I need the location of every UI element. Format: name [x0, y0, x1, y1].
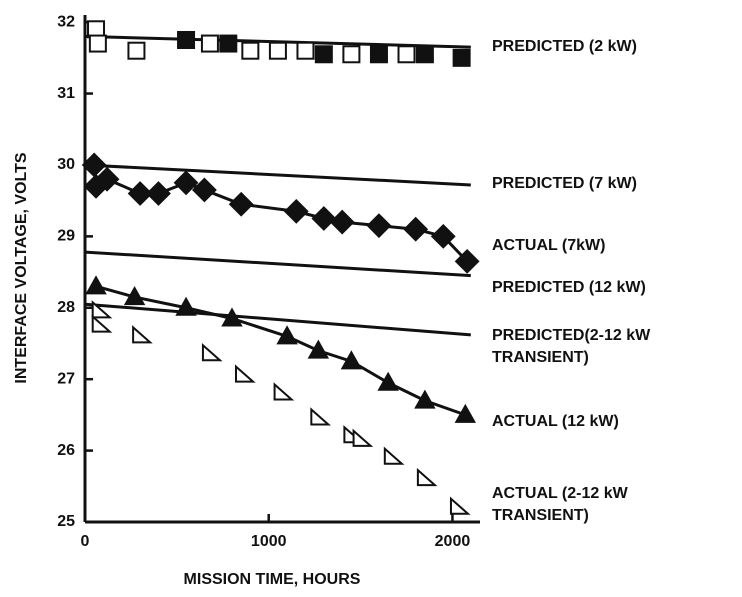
triangle-marker: [416, 467, 438, 487]
triangle-marker: [175, 296, 197, 316]
triangle-marker: [454, 403, 477, 423]
square-marker: [415, 45, 434, 64]
x-tick-label: 0: [81, 533, 90, 550]
series-label-text: PREDICTED(2-12 kW TRANSIENT): [492, 327, 651, 366]
series-label-text: PREDICTED (12 kW): [492, 279, 646, 296]
series-label-text: PREDICTED (2 kW): [492, 38, 637, 55]
triangle-marker: [414, 389, 436, 409]
series-label-text: ACTUAL (2-12 kW TRANSIENT): [492, 485, 628, 524]
square-marker: [342, 45, 361, 64]
square-marker: [88, 34, 107, 53]
y-tick-label: 30: [57, 156, 75, 173]
square-marker: [268, 41, 287, 60]
triangle-marker: [91, 314, 113, 333]
triangle-marker: [91, 300, 113, 319]
series-label-text: ACTUAL (7kW): [492, 237, 606, 254]
triangle-marker: [123, 286, 146, 306]
diamond-marker: [366, 213, 392, 239]
series-label: PREDICTED(2-12 kW TRANSIENT): [492, 327, 651, 366]
series-label-text: ACTUAL (12 kW): [492, 413, 619, 430]
triangle-marker: [340, 350, 363, 370]
triangle-marker: [221, 307, 243, 327]
triangle-marker: [132, 325, 153, 344]
y-tick-label: 26: [57, 442, 75, 459]
diamond-marker: [311, 206, 337, 231]
triangle-marker: [310, 407, 331, 426]
triangle-marker: [352, 428, 374, 447]
square-marker: [296, 41, 315, 60]
series-line: [84, 163, 471, 187]
triangle-marker: [276, 325, 298, 345]
y-tick-label: 32: [57, 13, 75, 30]
diamond-marker: [127, 181, 153, 206]
square-marker: [241, 41, 260, 60]
y-axis-label: INTERFACE VOLTAGE, VOLTS: [13, 152, 30, 383]
y-tick-label: 29: [57, 228, 75, 245]
diamond-marker: [173, 170, 199, 196]
series-label: PREDICTED (12 kW): [492, 279, 646, 296]
triangle-marker: [201, 342, 223, 362]
diamond-marker: [430, 223, 456, 249]
triangle-marker: [273, 382, 295, 401]
diamond-marker: [403, 216, 429, 242]
triangle-marker: [235, 364, 256, 383]
series-label: PREDICTED (7 kW): [492, 175, 637, 192]
square-marker: [219, 34, 238, 53]
square-marker: [200, 34, 219, 53]
triangle-marker: [377, 371, 399, 391]
square-marker: [369, 45, 388, 64]
series-label: PREDICTED (2 kW): [492, 38, 637, 55]
triangle-marker: [307, 339, 330, 359]
diamond-marker: [329, 209, 355, 235]
diamond-marker: [192, 177, 217, 203]
square-marker: [177, 30, 196, 49]
x-tick-label: 2000: [435, 533, 471, 550]
y-tick-label: 27: [57, 370, 75, 387]
series-line: [84, 302, 471, 337]
series-line: [84, 250, 471, 278]
x-tick-label: 1000: [251, 533, 287, 550]
triangle-marker: [383, 446, 405, 465]
square-marker: [452, 48, 471, 67]
diamond-marker: [146, 181, 171, 206]
x-axis-label: MISSION TIME, HOURS: [184, 571, 361, 588]
triangle-marker: [449, 496, 471, 515]
diamond-marker: [228, 191, 254, 217]
series-line: [92, 164, 469, 263]
series-label-text: PREDICTED (7 kW): [492, 175, 637, 192]
series-label: ACTUAL (2-12 kW TRANSIENT): [492, 485, 628, 524]
diamond-marker: [94, 166, 120, 192]
y-tick-label: 31: [57, 85, 75, 102]
square-marker: [397, 45, 416, 64]
square-marker: [127, 41, 146, 60]
diamond-marker: [454, 248, 480, 274]
y-tick-label: 28: [57, 299, 75, 316]
y-tick-label: 25: [57, 513, 75, 530]
series-line: [95, 284, 466, 417]
series-label: ACTUAL (12 kW): [492, 413, 619, 430]
diamond-marker: [283, 198, 309, 224]
series-label: ACTUAL (7kW): [492, 237, 606, 254]
square-marker: [314, 45, 333, 64]
triangle-marker: [85, 275, 107, 295]
